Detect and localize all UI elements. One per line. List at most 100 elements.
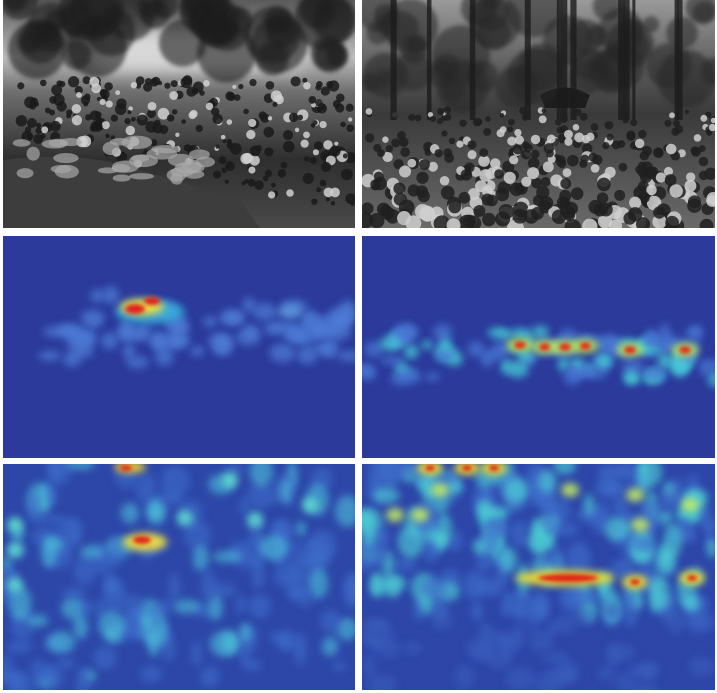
- person: [479, 148, 489, 158]
- person: [218, 156, 227, 165]
- density-blob: [567, 589, 589, 606]
- density-blob: [321, 636, 339, 657]
- density-blob: [8, 671, 32, 690]
- person: [264, 169, 273, 177]
- person: [458, 191, 471, 204]
- person: [441, 130, 448, 137]
- density-blob: [252, 302, 277, 321]
- person: [440, 115, 447, 122]
- person: [302, 172, 314, 184]
- person: [698, 145, 706, 153]
- density-blob: [80, 309, 105, 324]
- person: [41, 126, 49, 134]
- rock: [50, 164, 72, 174]
- person: [690, 146, 700, 156]
- density-blob: [538, 469, 557, 493]
- density-blob: [3, 555, 12, 570]
- density-blob: [173, 599, 202, 614]
- person: [280, 161, 288, 169]
- person: [437, 107, 445, 116]
- person: [254, 180, 264, 190]
- person: [346, 124, 354, 132]
- rock: [129, 173, 155, 180]
- person: [581, 135, 591, 144]
- density-blob: [330, 313, 355, 328]
- person: [570, 187, 584, 200]
- person: [539, 196, 554, 210]
- person: [267, 116, 273, 121]
- density-blob: [27, 614, 49, 627]
- density-blob: [44, 666, 64, 690]
- person: [555, 119, 562, 126]
- density-blob: [561, 483, 579, 497]
- rock: [16, 168, 34, 179]
- density-blob: [652, 575, 671, 611]
- density-blob: [517, 350, 535, 364]
- person: [665, 143, 677, 155]
- person: [128, 106, 133, 111]
- person: [205, 102, 214, 110]
- density-blob: [430, 606, 453, 631]
- tree-trunk: [570, 0, 577, 120]
- person: [382, 136, 389, 143]
- density-blob: [6, 640, 33, 654]
- person: [393, 159, 404, 170]
- density-blob: [123, 594, 144, 621]
- tree-trunk: [560, 0, 568, 120]
- density-blob: [404, 641, 421, 656]
- person: [527, 157, 540, 170]
- density-blob: [135, 472, 157, 504]
- foliage: [299, 0, 336, 29]
- person: [249, 78, 257, 87]
- density-blob: [566, 541, 592, 578]
- person: [264, 147, 274, 157]
- density-blob: [362, 515, 376, 549]
- person: [430, 115, 436, 122]
- density-blob: [239, 497, 251, 515]
- density-blob: [8, 586, 32, 621]
- person: [503, 171, 516, 184]
- person: [282, 129, 294, 141]
- person: [664, 174, 677, 186]
- person: [391, 138, 401, 148]
- person: [546, 134, 556, 144]
- person: [514, 135, 524, 145]
- person: [634, 138, 645, 149]
- density-blob: [242, 297, 256, 313]
- foliage: [505, 0, 563, 38]
- density-blob: [390, 371, 412, 386]
- density-blob: [476, 549, 493, 573]
- person: [536, 185, 550, 199]
- person: [345, 193, 355, 205]
- person: [268, 191, 276, 199]
- person: [35, 122, 42, 129]
- density-blob: [249, 464, 274, 487]
- density-blob: [681, 498, 699, 512]
- density-blob: [447, 529, 463, 552]
- person: [467, 140, 477, 150]
- foliage: [376, 69, 394, 87]
- person: [377, 149, 385, 158]
- density-blob: [421, 340, 434, 350]
- person: [669, 112, 675, 119]
- person: [243, 108, 249, 115]
- person: [369, 212, 385, 228]
- person: [602, 142, 610, 150]
- person: [708, 123, 715, 132]
- person: [229, 142, 242, 155]
- density-blob: [40, 535, 58, 568]
- density-blob: [447, 480, 464, 494]
- density-blob: [486, 650, 512, 670]
- person: [317, 103, 326, 111]
- person: [241, 181, 246, 186]
- person: [428, 161, 438, 172]
- person: [618, 162, 628, 172]
- density-blob: [628, 682, 659, 690]
- density-blob: [393, 557, 417, 571]
- density-blob: [53, 516, 79, 529]
- density-blob: [380, 356, 404, 365]
- person: [340, 121, 346, 128]
- person: [629, 196, 642, 209]
- person: [260, 113, 270, 123]
- density-blob: [192, 545, 209, 571]
